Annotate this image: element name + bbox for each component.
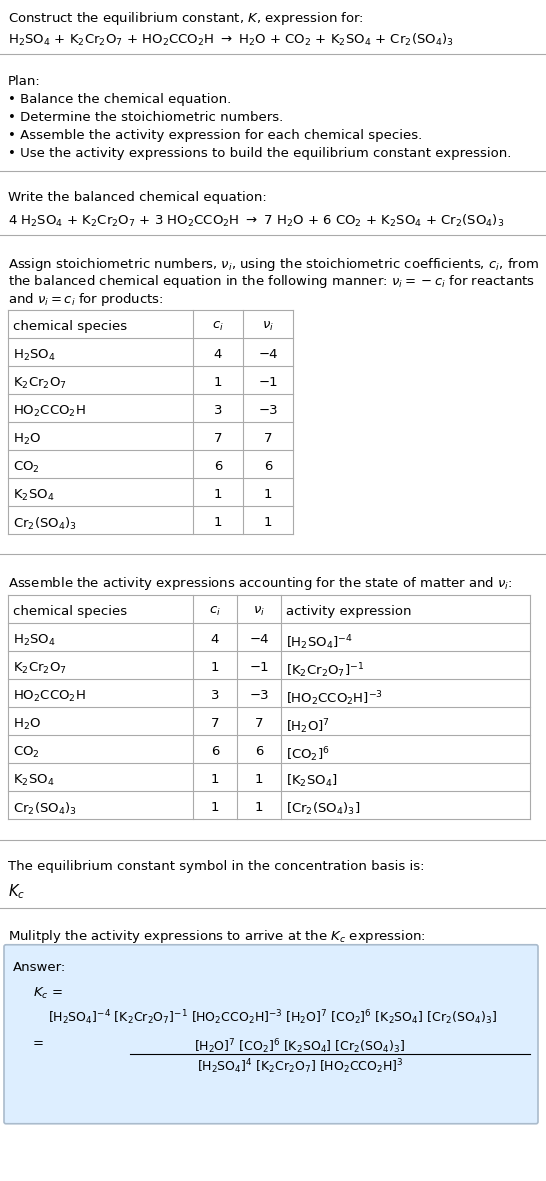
Text: H$_2$SO$_4$ + K$_2$Cr$_2$O$_7$ + HO$_2$CCO$_2$H $\rightarrow$ H$_2$O + CO$_2$ + : H$_2$SO$_4$ + K$_2$Cr$_2$O$_7$ + HO$_2$C… (8, 32, 454, 48)
Text: The equilibrium constant symbol in the concentration basis is:: The equilibrium constant symbol in the c… (8, 860, 424, 873)
Text: −1: −1 (258, 376, 278, 389)
Text: HO$_2$CCO$_2$H: HO$_2$CCO$_2$H (13, 689, 86, 704)
Text: $\nu_i$: $\nu_i$ (262, 320, 274, 333)
Text: K$_2$SO$_4$: K$_2$SO$_4$ (13, 488, 55, 503)
Text: $c_i$: $c_i$ (212, 320, 224, 333)
Text: 1: 1 (211, 774, 219, 787)
Text: 6: 6 (211, 745, 219, 758)
Text: [H$_2$O]$^7$: [H$_2$O]$^7$ (286, 717, 330, 736)
Text: 6: 6 (214, 459, 222, 472)
Text: −3: −3 (258, 404, 278, 417)
Text: K$_2$SO$_4$: K$_2$SO$_4$ (13, 774, 55, 788)
Text: [K$_2$Cr$_2$O$_7$]$^{-1}$: [K$_2$Cr$_2$O$_7$]$^{-1}$ (286, 661, 364, 680)
Text: • Use the activity expressions to build the equilibrium constant expression.: • Use the activity expressions to build … (8, 146, 512, 159)
Text: chemical species: chemical species (13, 320, 127, 333)
Text: 6: 6 (255, 745, 263, 758)
Text: [H$_2$O]$^7$ [CO$_2$]$^6$ [K$_2$SO$_4$] [Cr$_2$(SO$_4$)$_3$]: [H$_2$O]$^7$ [CO$_2$]$^6$ [K$_2$SO$_4$] … (194, 1037, 406, 1056)
Text: =: = (33, 1037, 44, 1050)
Text: H$_2$O: H$_2$O (13, 717, 41, 732)
Text: 7: 7 (211, 717, 219, 730)
Text: 7: 7 (213, 432, 222, 445)
Text: [H$_2$SO$_4$]$^{-4}$: [H$_2$SO$_4$]$^{-4}$ (286, 633, 353, 652)
Text: −3: −3 (249, 689, 269, 702)
Text: 1: 1 (264, 516, 272, 529)
Text: H$_2$SO$_4$: H$_2$SO$_4$ (13, 348, 56, 363)
Text: 1: 1 (213, 516, 222, 529)
Text: [H$_2$SO$_4$]$^4$ [K$_2$Cr$_2$O$_7$] [HO$_2$CCO$_2$H]$^3$: [H$_2$SO$_4$]$^4$ [K$_2$Cr$_2$O$_7$] [HO… (197, 1057, 403, 1076)
Text: [K$_2$SO$_4$]: [K$_2$SO$_4$] (286, 774, 337, 789)
Text: Assign stoichiometric numbers, $\nu_i$, using the stoichiometric coefficients, $: Assign stoichiometric numbers, $\nu_i$, … (8, 255, 539, 273)
Text: the balanced chemical equation in the following manner: $\nu_i = -c_i$ for react: the balanced chemical equation in the fo… (8, 274, 535, 291)
Text: $K_c$: $K_c$ (8, 882, 25, 901)
Text: [H$_2$SO$_4$]$^{-4}$ [K$_2$Cr$_2$O$_7$]$^{-1}$ [HO$_2$CCO$_2$H]$^{-3}$ [H$_2$O]$: [H$_2$SO$_4$]$^{-4}$ [K$_2$Cr$_2$O$_7$]$… (48, 1009, 497, 1027)
Text: Plan:: Plan: (8, 74, 41, 87)
Text: • Determine the stoichiometric numbers.: • Determine the stoichiometric numbers. (8, 111, 283, 124)
Text: 3: 3 (211, 689, 219, 702)
Text: H$_2$SO$_4$: H$_2$SO$_4$ (13, 633, 56, 648)
Text: $K_c$ =: $K_c$ = (33, 986, 63, 1001)
Text: −4: −4 (250, 633, 269, 646)
Text: 7: 7 (264, 432, 272, 445)
Text: 1: 1 (255, 801, 263, 814)
Text: 1: 1 (255, 774, 263, 787)
Text: $\nu_i$: $\nu_i$ (253, 605, 265, 618)
Text: and $\nu_i = c_i$ for products:: and $\nu_i = c_i$ for products: (8, 292, 164, 308)
Text: −1: −1 (249, 661, 269, 674)
Text: activity expression: activity expression (286, 605, 412, 618)
Text: Cr$_2$(SO$_4$)$_3$: Cr$_2$(SO$_4$)$_3$ (13, 516, 77, 531)
Text: Construct the equilibrium constant, $K$, expression for:: Construct the equilibrium constant, $K$,… (8, 9, 364, 27)
Text: 4 H$_2$SO$_4$ + K$_2$Cr$_2$O$_7$ + 3 HO$_2$CCO$_2$H $\rightarrow$ 7 H$_2$O + 6 C: 4 H$_2$SO$_4$ + K$_2$Cr$_2$O$_7$ + 3 HO$… (8, 213, 505, 229)
Text: chemical species: chemical species (13, 605, 127, 618)
Text: Mulitply the activity expressions to arrive at the $K_c$ expression:: Mulitply the activity expressions to arr… (8, 928, 426, 945)
Text: Write the balanced chemical equation:: Write the balanced chemical equation: (8, 191, 267, 204)
Text: H$_2$O: H$_2$O (13, 432, 41, 446)
Text: 1: 1 (213, 376, 222, 389)
Text: Cr$_2$(SO$_4$)$_3$: Cr$_2$(SO$_4$)$_3$ (13, 801, 77, 817)
Text: −4: −4 (258, 348, 278, 361)
Text: CO$_2$: CO$_2$ (13, 459, 40, 475)
Text: 7: 7 (255, 717, 263, 730)
Text: [HO$_2$CCO$_2$H]$^{-3}$: [HO$_2$CCO$_2$H]$^{-3}$ (286, 689, 383, 707)
Text: CO$_2$: CO$_2$ (13, 745, 40, 761)
Text: $c_i$: $c_i$ (209, 605, 221, 618)
Text: • Balance the chemical equation.: • Balance the chemical equation. (8, 93, 232, 106)
Text: 3: 3 (213, 404, 222, 417)
Text: 1: 1 (211, 661, 219, 674)
Text: K$_2$Cr$_2$O$_7$: K$_2$Cr$_2$O$_7$ (13, 376, 67, 391)
Text: 4: 4 (211, 633, 219, 646)
Text: [Cr$_2$(SO$_4$)$_3$]: [Cr$_2$(SO$_4$)$_3$] (286, 801, 360, 817)
Text: HO$_2$CCO$_2$H: HO$_2$CCO$_2$H (13, 404, 86, 419)
Text: 1: 1 (211, 801, 219, 814)
Text: Answer:: Answer: (13, 961, 66, 974)
Text: Assemble the activity expressions accounting for the state of matter and $\nu_i$: Assemble the activity expressions accoun… (8, 575, 513, 592)
Text: 1: 1 (213, 488, 222, 501)
FancyBboxPatch shape (4, 945, 538, 1124)
Text: • Assemble the activity expression for each chemical species.: • Assemble the activity expression for e… (8, 129, 422, 142)
Text: 6: 6 (264, 459, 272, 472)
Text: [CO$_2$]$^6$: [CO$_2$]$^6$ (286, 745, 330, 764)
Text: K$_2$Cr$_2$O$_7$: K$_2$Cr$_2$O$_7$ (13, 661, 67, 677)
Text: 4: 4 (214, 348, 222, 361)
Text: 1: 1 (264, 488, 272, 501)
